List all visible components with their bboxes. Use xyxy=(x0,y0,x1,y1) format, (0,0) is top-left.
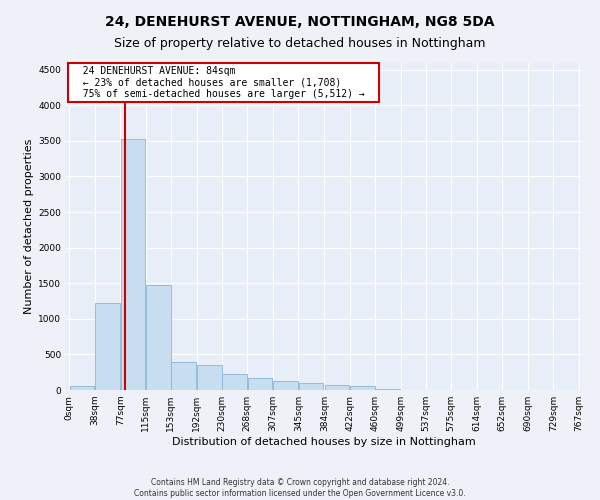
Bar xyxy=(350,386,374,390)
Bar xyxy=(248,378,272,390)
Text: 24, DENEHURST AVENUE, NOTTINGHAM, NG8 5DA: 24, DENEHURST AVENUE, NOTTINGHAM, NG8 5D… xyxy=(105,15,495,29)
Bar xyxy=(274,380,298,390)
Bar xyxy=(95,303,119,390)
Bar xyxy=(223,374,247,390)
Bar xyxy=(299,383,323,390)
Y-axis label: Number of detached properties: Number of detached properties xyxy=(24,138,34,314)
X-axis label: Distribution of detached houses by size in Nottingham: Distribution of detached houses by size … xyxy=(172,437,476,447)
Bar xyxy=(70,386,94,390)
Text: Contains HM Land Registry data © Crown copyright and database right 2024.
Contai: Contains HM Land Registry data © Crown c… xyxy=(134,478,466,498)
Bar xyxy=(146,286,170,390)
Bar xyxy=(197,364,222,390)
Bar xyxy=(121,138,145,390)
Bar xyxy=(171,362,196,390)
Bar xyxy=(325,384,349,390)
Bar xyxy=(375,388,400,390)
Text: Size of property relative to detached houses in Nottingham: Size of property relative to detached ho… xyxy=(114,38,486,51)
Text: 24 DENEHURST AVENUE: 84sqm
  ← 23% of detached houses are smaller (1,708)
  75% : 24 DENEHURST AVENUE: 84sqm ← 23% of deta… xyxy=(71,66,376,100)
